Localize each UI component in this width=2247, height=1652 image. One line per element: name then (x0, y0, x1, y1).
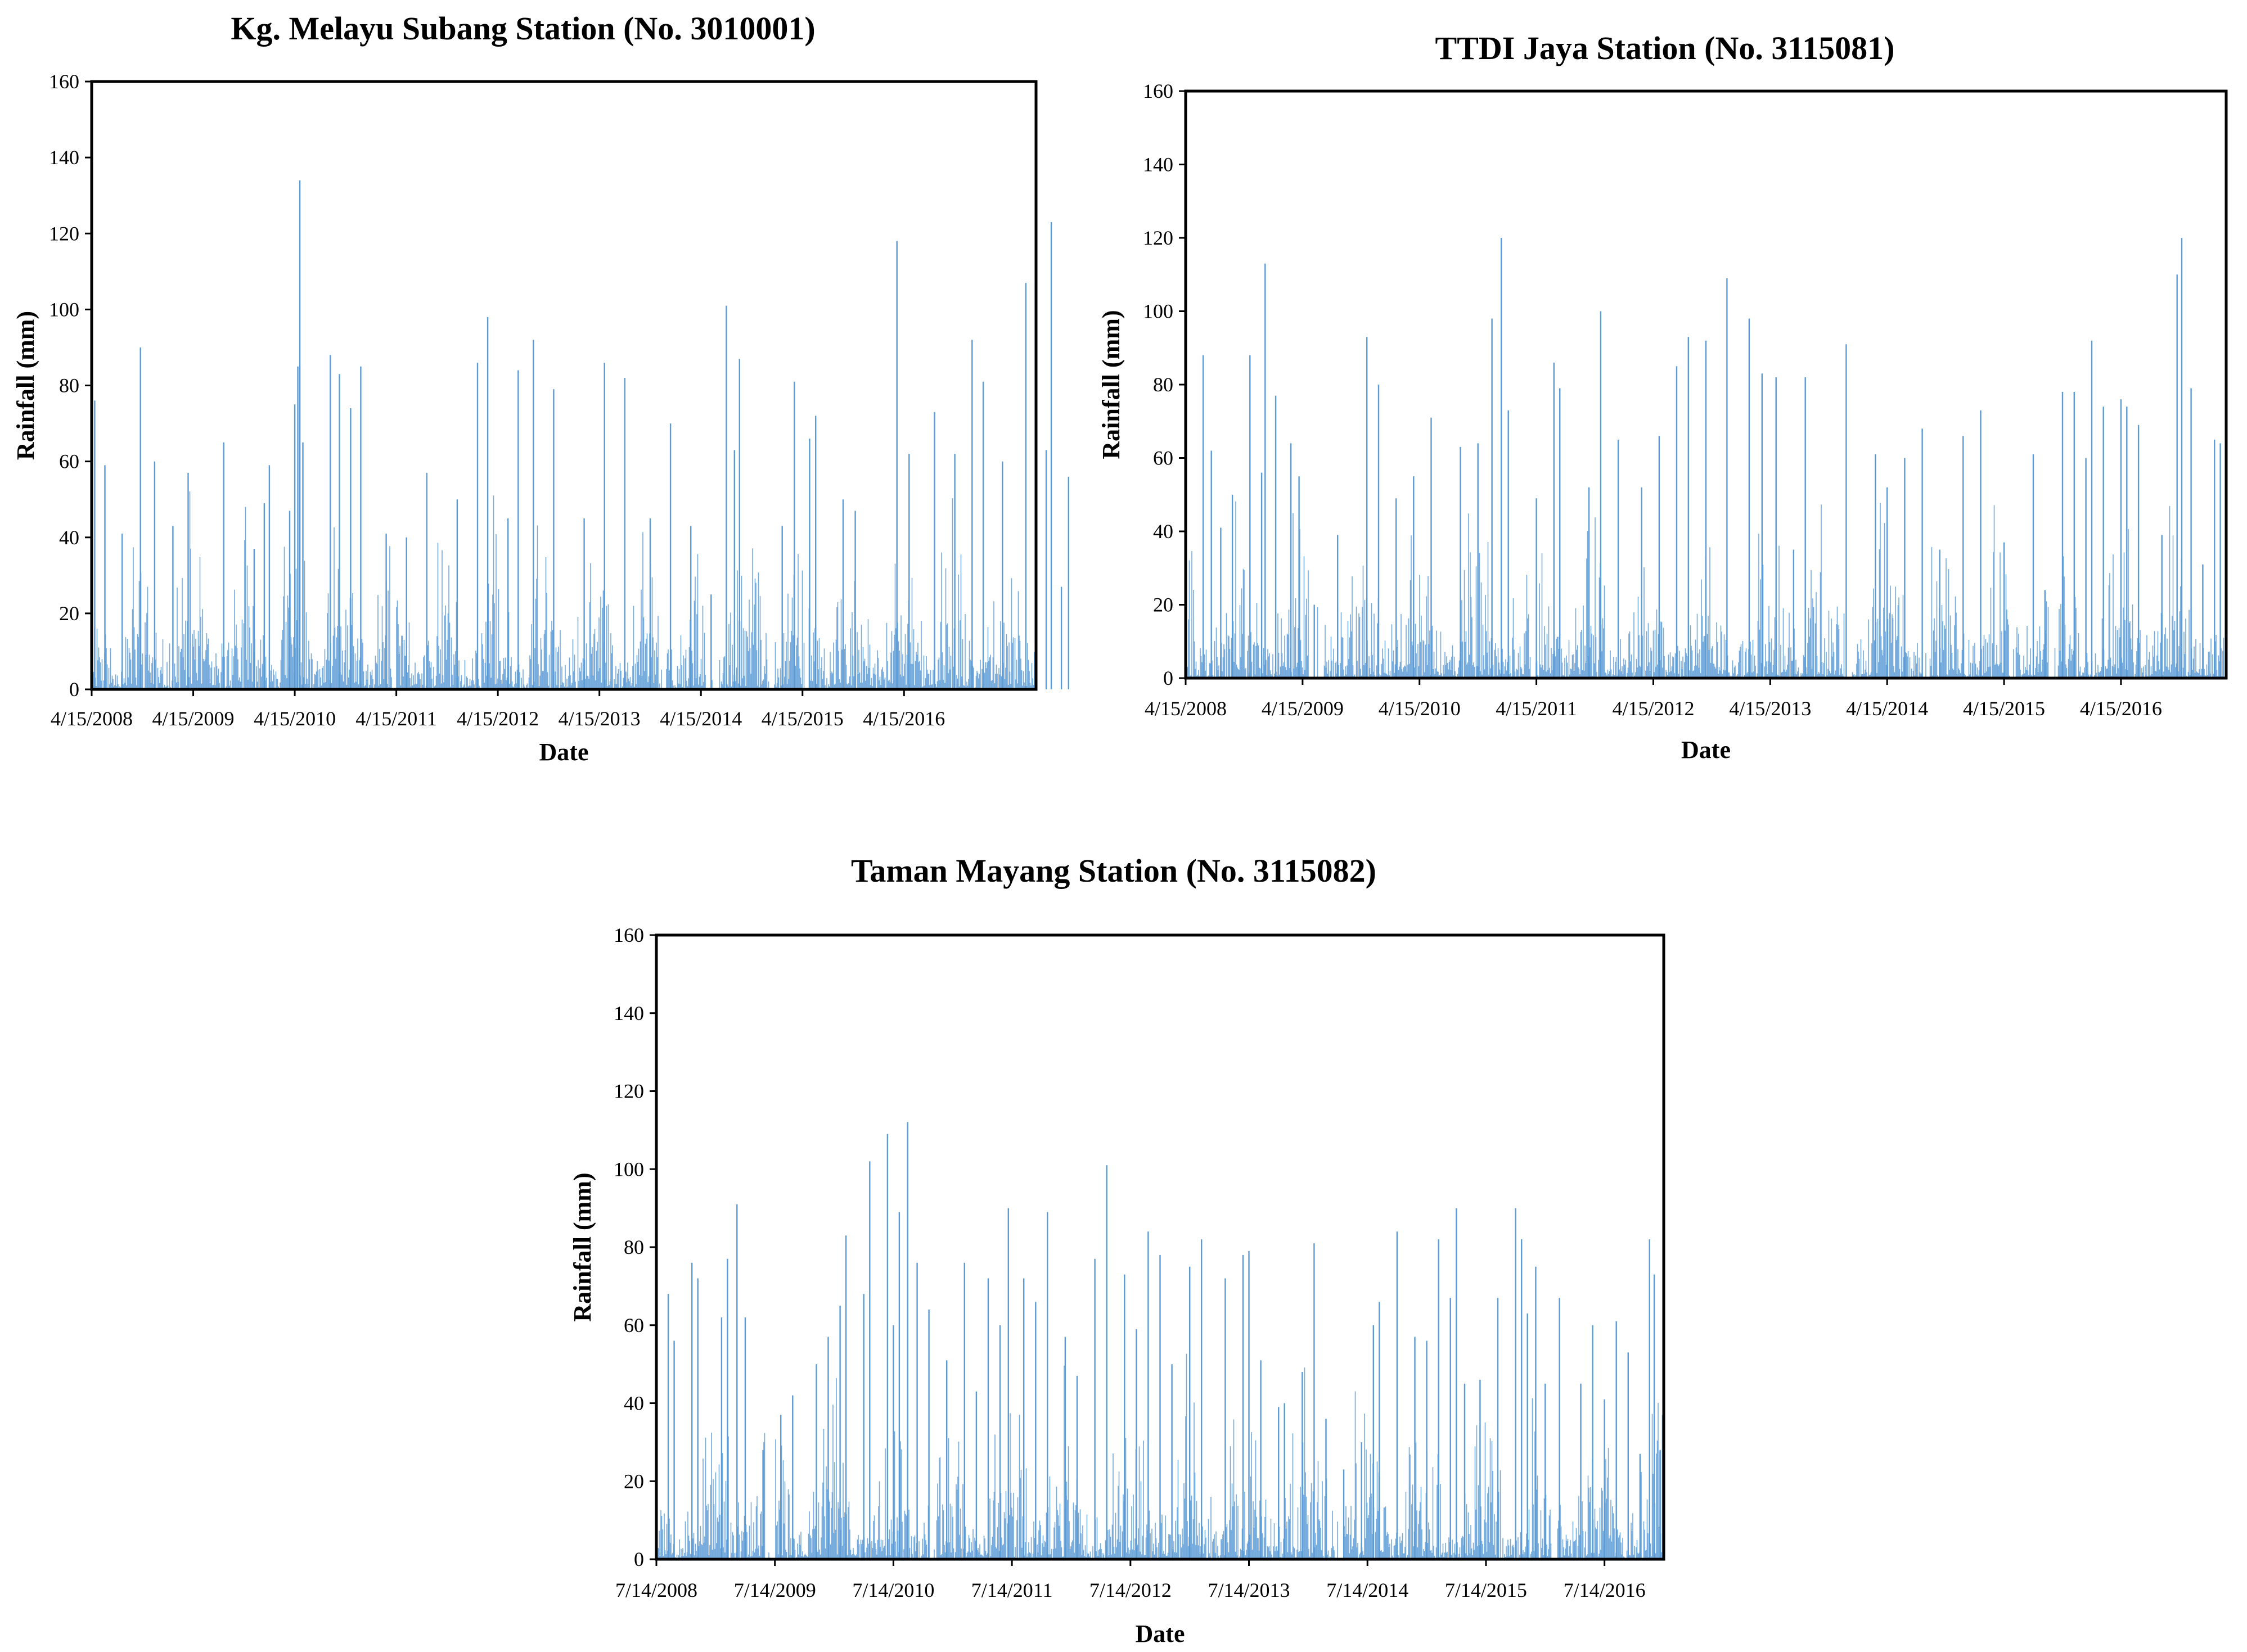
x-tick-label: 4/15/2015 (1963, 697, 2045, 720)
x-tick-label: 7/14/2011 (971, 1579, 1053, 1601)
y-tick-label: 20 (624, 1470, 644, 1492)
x-tick-label: 7/14/2015 (1445, 1579, 1527, 1601)
y-tick-label: 140 (1143, 154, 1173, 176)
y-tick-label: 80 (59, 374, 79, 397)
chart-ttdi-jaya: TTDI Jaya Station (No. 3115081) 0 20 40 60 80… (1063, 0, 2247, 801)
x-tick-label: 4/15/2010 (254, 707, 336, 730)
x-axis-label: Date (1681, 736, 1731, 764)
y-axis: 0 20 40 60 80 100 120 140 160 (614, 924, 656, 1570)
y-tick-label: 60 (624, 1314, 644, 1337)
rainfall-series (1186, 238, 2225, 678)
y-axis-label: Rainfall (mm) (12, 311, 39, 460)
y-tick-label: 120 (49, 222, 79, 245)
y-tick-label: 20 (1153, 594, 1173, 616)
plot-frame (655, 933, 1665, 1561)
chart-kg-melayu-subang: Kg. Melayu Subang Station (No. 3010001) 0… (0, 0, 1070, 801)
x-axis-label: Date (539, 738, 589, 766)
chart-kg-melayu-subang-svg: Kg. Melayu Subang Station (No. 3010001) 0… (12, 10, 1070, 766)
x-tick-label: 7/14/2014 (1326, 1579, 1408, 1601)
x-tick-label: 4/15/2012 (457, 707, 539, 730)
x-tick-label: 4/15/2015 (762, 707, 844, 730)
y-tick-label: 160 (49, 70, 79, 93)
y-tick-label: 80 (1153, 373, 1173, 396)
plot-frame (1184, 89, 2228, 680)
y-tick-label: 40 (624, 1392, 644, 1415)
y-axis: 0 20 40 60 80 100 120 140 160 (1143, 80, 1186, 689)
y-axis-label: Rainfall (mm) (569, 1172, 596, 1321)
chart-title: Kg. Melayu Subang Station (No. 3010001) (231, 10, 815, 47)
x-tick-label: 4/15/2011 (355, 707, 437, 730)
x-tick-label: 4/15/2010 (1379, 697, 1461, 720)
x-tick-label: 4/15/2013 (1729, 697, 1811, 720)
y-tick-label: 80 (624, 1236, 644, 1258)
x-axis: 7/14/2008 7/14/2009 7/14/2010 7/14/2011 7/14… (615, 1559, 1646, 1601)
plot-frame (90, 80, 1038, 691)
y-tick-label: 0 (634, 1548, 644, 1570)
chart-title: TTDI Jaya Station (No. 3115081) (1435, 30, 1895, 66)
y-tick-label: 160 (1143, 80, 1173, 102)
x-tick-label: 7/14/2012 (1089, 1579, 1172, 1601)
x-tick-label: 4/15/2014 (660, 707, 742, 730)
y-tick-label: 100 (614, 1158, 644, 1180)
y-tick-label: 60 (1153, 447, 1173, 470)
x-axis: 4/15/2008 4/15/2009 4/15/2010 4/15/2011 4/15… (51, 689, 945, 730)
chart-taman-mayang: Taman Mayang Station (No. 3115082) 0 20 40 6… (523, 832, 1727, 1652)
x-tick-label: 4/15/2013 (559, 707, 641, 730)
y-tick-label: 60 (59, 450, 79, 473)
y-tick-label: 160 (614, 924, 644, 946)
y-axis: 0 20 40 60 80 100 120 140 160 (49, 70, 92, 701)
y-tick-label: 120 (614, 1080, 644, 1103)
x-axis-label: Date (1136, 1620, 1185, 1648)
y-tick-label: 100 (49, 298, 79, 321)
x-tick-label: 7/14/2010 (852, 1579, 934, 1601)
y-tick-label: 120 (1143, 227, 1173, 249)
rainfall-series (92, 180, 1070, 689)
x-tick-label: 4/15/2008 (51, 707, 133, 730)
x-tick-label: 4/15/2008 (1145, 697, 1227, 720)
y-tick-label: 100 (1143, 300, 1173, 323)
chart-taman-mayang-svg: Taman Mayang Station (No. 3115082) 0 20 40 6… (569, 852, 1665, 1648)
x-tick-label: 4/15/2009 (1262, 697, 1344, 720)
x-tick-label: 7/14/2008 (615, 1579, 697, 1601)
y-tick-label: 0 (1163, 667, 1173, 689)
x-tick-label: 4/15/2011 (1496, 697, 1577, 720)
y-tick-label: 40 (59, 526, 79, 549)
x-tick-label: 4/15/2009 (152, 707, 235, 730)
y-tick-label: 140 (614, 1002, 644, 1024)
y-tick-label: 140 (49, 146, 79, 169)
x-tick-label: 4/15/2016 (863, 707, 945, 730)
x-tick-label: 4/15/2014 (1846, 697, 1928, 720)
y-axis-label: Rainfall (mm) (1097, 310, 1125, 459)
x-tick-label: 4/15/2012 (1612, 697, 1694, 720)
rainfall-series (657, 1122, 1663, 1559)
chart-ttdi-jaya-svg: TTDI Jaya Station (No. 3115081) 0 20 40 60 80… (1097, 30, 2228, 764)
y-tick-label: 40 (1153, 520, 1173, 543)
x-tick-label: 7/14/2016 (1564, 1579, 1646, 1601)
y-tick-label: 0 (69, 678, 79, 701)
x-axis: 4/15/2008 4/15/2009 4/15/2010 4/15/2011 4/15… (1145, 678, 2162, 720)
x-tick-label: 7/14/2013 (1208, 1579, 1290, 1601)
chart-title: Taman Mayang Station (No. 3115082) (851, 852, 1376, 889)
x-tick-label: 7/14/2009 (734, 1579, 816, 1601)
y-tick-label: 20 (59, 602, 79, 625)
x-tick-label: 4/15/2016 (2080, 697, 2162, 720)
